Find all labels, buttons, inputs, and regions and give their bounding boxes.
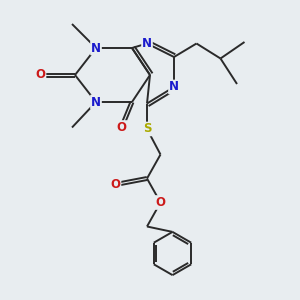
Text: N: N [91, 95, 101, 109]
Text: O: O [116, 121, 127, 134]
Text: O: O [35, 68, 46, 82]
Text: N: N [91, 41, 101, 55]
Text: O: O [110, 178, 121, 191]
Text: O: O [155, 196, 166, 209]
Text: S: S [143, 122, 151, 136]
Text: N: N [142, 37, 152, 50]
Text: N: N [169, 80, 179, 94]
